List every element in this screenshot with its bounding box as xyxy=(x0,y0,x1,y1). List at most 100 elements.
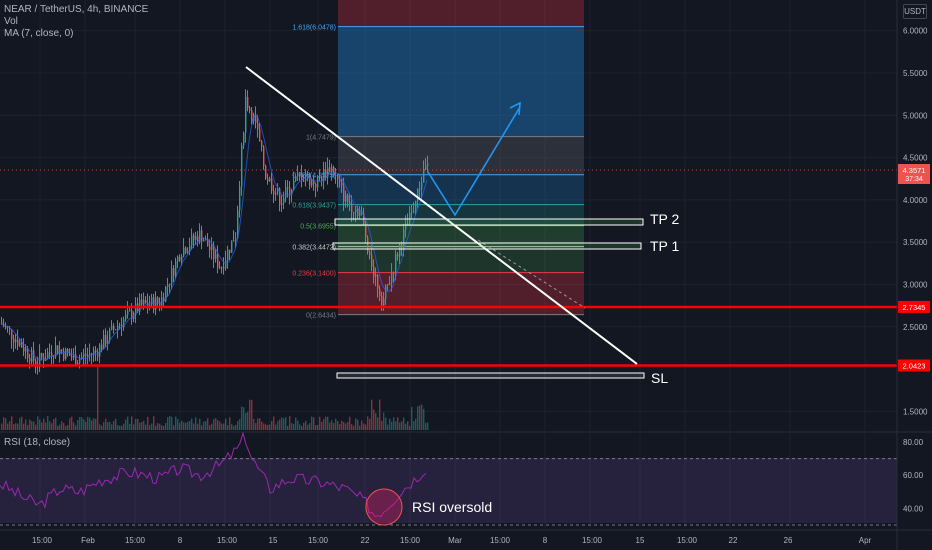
volume-bar xyxy=(13,424,15,430)
volume-bar xyxy=(379,399,381,430)
volume-bar xyxy=(201,425,203,430)
volume-bar xyxy=(281,417,283,430)
volume-bar xyxy=(249,399,251,430)
chart-legend: NEAR / TetherUS, 4h, BINANCE Vol MA (7, … xyxy=(4,4,148,40)
volume-bar xyxy=(19,418,21,430)
volume-bar xyxy=(211,423,213,430)
volume-bar xyxy=(87,416,89,430)
candle-body xyxy=(261,141,263,147)
volume-bar xyxy=(241,406,243,430)
candle-body xyxy=(71,355,73,358)
candle-body xyxy=(197,236,199,243)
volume-bar xyxy=(199,418,201,430)
candle-body xyxy=(119,324,121,326)
volume-bar xyxy=(21,416,23,430)
candle-body xyxy=(67,349,69,353)
volume-bar xyxy=(349,416,351,430)
candle-body xyxy=(317,175,319,188)
volume-bar xyxy=(287,425,289,430)
volume-bar xyxy=(179,422,181,430)
time-tick-label: 15 xyxy=(636,536,645,545)
fib-zone xyxy=(338,136,584,175)
currency-badge[interactable]: USDT xyxy=(903,4,927,19)
candle-body xyxy=(141,299,143,305)
fib-zone xyxy=(338,26,584,137)
volume-bar xyxy=(353,425,355,430)
ma-label[interactable]: MA (7, close, 0) xyxy=(4,28,74,39)
candle-body xyxy=(339,178,341,182)
ma-line xyxy=(0,114,428,361)
volume-bar xyxy=(189,420,191,430)
candle-body xyxy=(175,261,177,276)
volume-bar xyxy=(103,422,105,430)
volume-bar xyxy=(425,422,427,430)
volume-bar xyxy=(79,416,81,430)
symbol-label[interactable]: NEAR / TetherUS, 4h, BINANCE xyxy=(4,4,149,15)
candle-body xyxy=(403,229,405,247)
candle-body xyxy=(369,251,371,255)
candle-body xyxy=(385,285,387,299)
rsi-tick-label: 40.00 xyxy=(903,504,924,513)
fib-level-label: 1.618(6.0478) xyxy=(292,25,336,32)
volume-bar xyxy=(327,416,329,430)
candle-body xyxy=(285,187,287,199)
volume-bar xyxy=(35,424,37,430)
candle-body xyxy=(15,339,17,343)
candle-body xyxy=(279,188,281,205)
candle-body xyxy=(291,189,293,195)
candlestick-series xyxy=(0,89,429,375)
volume-bar xyxy=(387,424,389,430)
volume-bar xyxy=(381,420,383,430)
candle-body xyxy=(163,297,165,302)
candle-body xyxy=(11,329,13,340)
volume-bar xyxy=(181,420,183,430)
volume-bar xyxy=(69,418,71,430)
volume-bar xyxy=(255,423,257,430)
volume-bar xyxy=(401,421,403,430)
volume-bar xyxy=(29,419,31,430)
candle-body xyxy=(313,179,315,185)
volume-bar xyxy=(269,424,271,430)
volume-bar xyxy=(409,425,411,430)
descending-trendline xyxy=(245,66,638,365)
candle-body xyxy=(85,353,87,357)
volume-bar xyxy=(407,421,409,430)
candle-body xyxy=(417,188,419,201)
volume-bar xyxy=(323,419,325,430)
candle-body xyxy=(345,194,347,202)
candle-body xyxy=(55,345,57,357)
candle-body xyxy=(267,178,269,182)
volume-bar xyxy=(427,422,429,430)
candle-body xyxy=(121,324,123,328)
volume-bar xyxy=(121,425,123,430)
candle-body xyxy=(91,353,93,355)
time-tick-label: 22 xyxy=(729,536,738,545)
volume-bar xyxy=(293,423,295,430)
volume-bar xyxy=(305,420,307,430)
volume-bar xyxy=(157,422,159,430)
time-tick-label: 26 xyxy=(784,536,793,545)
candle-body xyxy=(287,187,289,189)
candle-body xyxy=(49,352,51,354)
candle-body xyxy=(189,245,191,251)
candle-body xyxy=(117,325,119,330)
rsi-legend[interactable]: RSI (18, close) xyxy=(4,437,71,448)
volume-bar xyxy=(219,421,221,430)
candle-body xyxy=(425,165,427,170)
volume-bar xyxy=(159,423,161,430)
volume-bar xyxy=(367,416,369,430)
volume-bar xyxy=(295,417,297,430)
candle-body xyxy=(165,286,167,302)
volume-bar xyxy=(67,424,69,430)
fib-zone xyxy=(338,174,584,205)
volume-bar xyxy=(225,418,227,430)
volume-bar xyxy=(365,424,367,430)
candle-body xyxy=(103,335,105,350)
volume-bar xyxy=(325,416,327,430)
candle-body xyxy=(255,114,257,123)
volume-bar xyxy=(65,425,67,430)
volume-bar xyxy=(309,423,311,430)
vol-label[interactable]: Vol xyxy=(4,16,18,27)
